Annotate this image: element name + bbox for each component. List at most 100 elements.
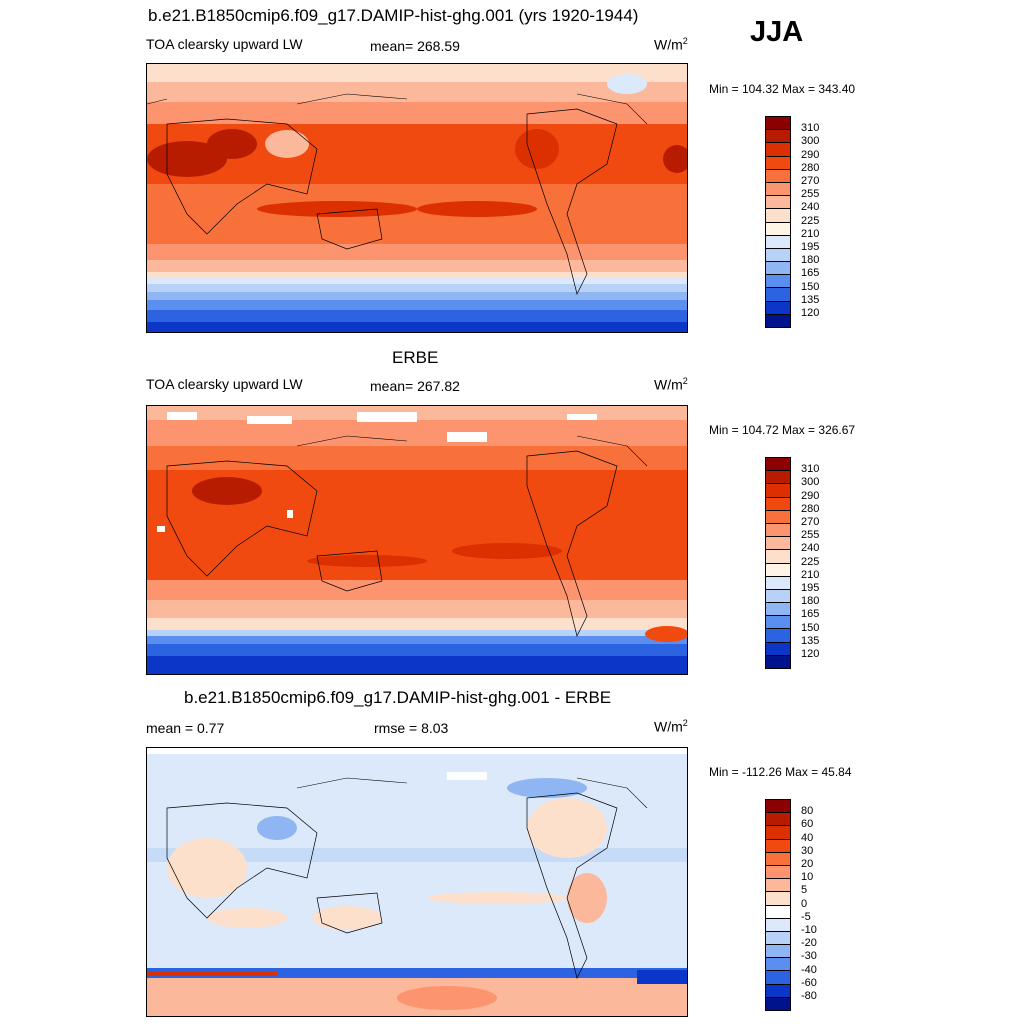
panel3-map <box>146 747 688 1017</box>
colorbar_diff-swatch <box>765 864 791 879</box>
colorbar_abs-tick-label: 180 <box>801 254 820 267</box>
colorbar_diff-swatch <box>765 851 791 865</box>
colorbar_diff-tick-label: 5 <box>801 884 808 897</box>
colorbar_abs-tick-label: 255 <box>801 188 820 201</box>
colorbar_diff-tick-label: 40 <box>801 831 814 844</box>
colorbar_abs-swatch <box>765 287 791 301</box>
colorbar_diff-swatch <box>765 838 791 852</box>
colorbar_abs-tick-label: 135 <box>801 293 820 306</box>
colorbar_diff-swatch <box>765 878 791 892</box>
colorbar_diff-tick-label: 20 <box>801 858 814 870</box>
colorbar_abs-swatch <box>765 313 791 328</box>
colorbar_abs-swatch <box>765 208 791 222</box>
colorbar_abs-tick-label: 240 <box>801 542 820 555</box>
colorbar_diff-tick-label: -20 <box>801 937 817 950</box>
panel3-colorbar <box>765 799 791 1011</box>
colorbar_diff-swatch <box>765 970 791 984</box>
colorbar_diff-tick-label: -60 <box>801 976 817 989</box>
colorbar_diff-swatch <box>765 799 791 813</box>
colorbar_diff-swatch <box>765 930 791 945</box>
colorbar_abs-swatch <box>765 168 791 182</box>
colorbar_abs-tick-label: 290 <box>801 489 820 502</box>
colorbar_abs-tick-label: 165 <box>801 608 820 621</box>
panel2-minmax: Min = 104.72 Max = 326.67 <box>709 423 856 437</box>
colorbar_abs-swatch <box>765 628 791 642</box>
colorbar_abs-swatch <box>765 522 791 537</box>
panel2-colorbar <box>765 457 791 669</box>
colorbar_abs-tick-label: 310 <box>801 463 820 476</box>
colorbar_abs-swatch <box>765 509 791 523</box>
colorbar_abs-swatch <box>765 300 791 314</box>
panel2-map <box>146 405 688 675</box>
season-label: JJA <box>750 16 804 48</box>
colorbar_diff-tick-label: 10 <box>801 871 814 884</box>
colorbar_abs-swatch <box>765 562 791 576</box>
colorbar_abs-tick-label: 150 <box>801 621 820 634</box>
panel3-mean: mean = 0.77 <box>146 720 225 736</box>
colorbar_diff-tick-label: -80 <box>801 990 817 1002</box>
colorbar_abs-tick-label: 310 <box>801 122 820 135</box>
colorbar_abs-swatch <box>765 221 791 235</box>
colorbar_abs-tick-label: 240 <box>801 201 820 214</box>
colorbar_diff-swatch <box>765 825 791 839</box>
colorbar_abs-swatch <box>765 142 791 156</box>
colorbar_abs-tick-label: 120 <box>801 307 820 319</box>
colorbar_abs-tick-label: 300 <box>801 476 820 489</box>
colorbar_diff-tick-label: -30 <box>801 950 817 963</box>
colorbar_abs-tick-label: 270 <box>801 175 820 187</box>
colorbar_diff-swatch <box>765 996 791 1011</box>
colorbar_abs-swatch <box>765 274 791 288</box>
colorbar_abs-tick-label: 280 <box>801 502 820 515</box>
panel1-mean: mean= 268.59 <box>370 38 460 54</box>
panel1-map <box>146 63 688 333</box>
colorbar_abs-tick-label: 255 <box>801 529 820 542</box>
colorbar_abs-tick-label: 165 <box>801 267 820 280</box>
colorbar_abs-swatch <box>765 654 791 669</box>
colorbar_abs-tick-label: 225 <box>801 555 820 568</box>
colorbar_abs-swatch <box>765 549 791 563</box>
panel1-units: W/m2 <box>654 36 688 53</box>
colorbar_abs-tick-label: 300 <box>801 135 820 148</box>
colorbar_abs-swatch <box>765 155 791 169</box>
colorbar_abs-tick-label: 135 <box>801 634 820 647</box>
colorbar_diff-tick-label: 60 <box>801 818 814 831</box>
colorbar_abs-swatch <box>765 496 791 510</box>
panel2-units: W/m2 <box>654 376 688 393</box>
colorbar_abs-swatch <box>765 470 791 484</box>
colorbar_abs-swatch <box>765 181 791 196</box>
colorbar_diff-tick-label: -40 <box>801 963 817 976</box>
colorbar_diff-swatch <box>765 983 791 997</box>
colorbar_abs-tick-label: 290 <box>801 148 820 161</box>
colorbar_abs-swatch <box>765 602 791 616</box>
colorbar_abs-tick-label: 150 <box>801 280 820 293</box>
colorbar_abs-swatch <box>765 641 791 655</box>
colorbar_diff-swatch <box>765 957 791 971</box>
colorbar_abs-swatch <box>765 195 791 209</box>
panel1-minmax: Min = 104.32 Max = 343.40 <box>709 82 856 96</box>
colorbar_abs-swatch <box>765 116 791 130</box>
colorbar_abs-tick-label: 270 <box>801 516 820 528</box>
colorbar_abs-tick-label: 210 <box>801 568 820 581</box>
colorbar_abs-tick-label: 180 <box>801 595 820 608</box>
panel2-title: ERBE <box>392 348 439 367</box>
colorbar_abs-tick-label: 280 <box>801 161 820 174</box>
panel3-title: b.e21.B1850cmip6.f09_g17.DAMIP-hist-ghg.… <box>184 688 612 707</box>
colorbar_abs-swatch <box>765 247 791 262</box>
colorbar_abs-swatch <box>765 615 791 629</box>
colorbar_diff-tick-label: 30 <box>801 844 814 857</box>
colorbar_diff-swatch <box>765 812 791 826</box>
colorbar_diff-swatch <box>765 944 791 958</box>
colorbar_diff-swatch <box>765 904 791 918</box>
colorbar_abs-tick-label: 195 <box>801 582 820 594</box>
panel3-rmse: rmse = 8.03 <box>374 720 449 736</box>
panel1-title: b.e21.B1850cmip6.f09_g17.DAMIP-hist-ghg.… <box>148 6 639 25</box>
panel1-colorbar <box>765 116 791 328</box>
panel2-variable: TOA clearsky upward LW <box>146 376 303 392</box>
colorbar_abs-tick-label: 225 <box>801 214 820 227</box>
colorbar_abs-tick-label: 195 <box>801 241 820 253</box>
colorbar_abs-swatch <box>765 588 791 603</box>
colorbar_abs-swatch <box>765 129 791 143</box>
colorbar_abs-swatch <box>765 234 791 248</box>
colorbar_abs-swatch <box>765 536 791 550</box>
colorbar_abs-swatch <box>765 457 791 471</box>
